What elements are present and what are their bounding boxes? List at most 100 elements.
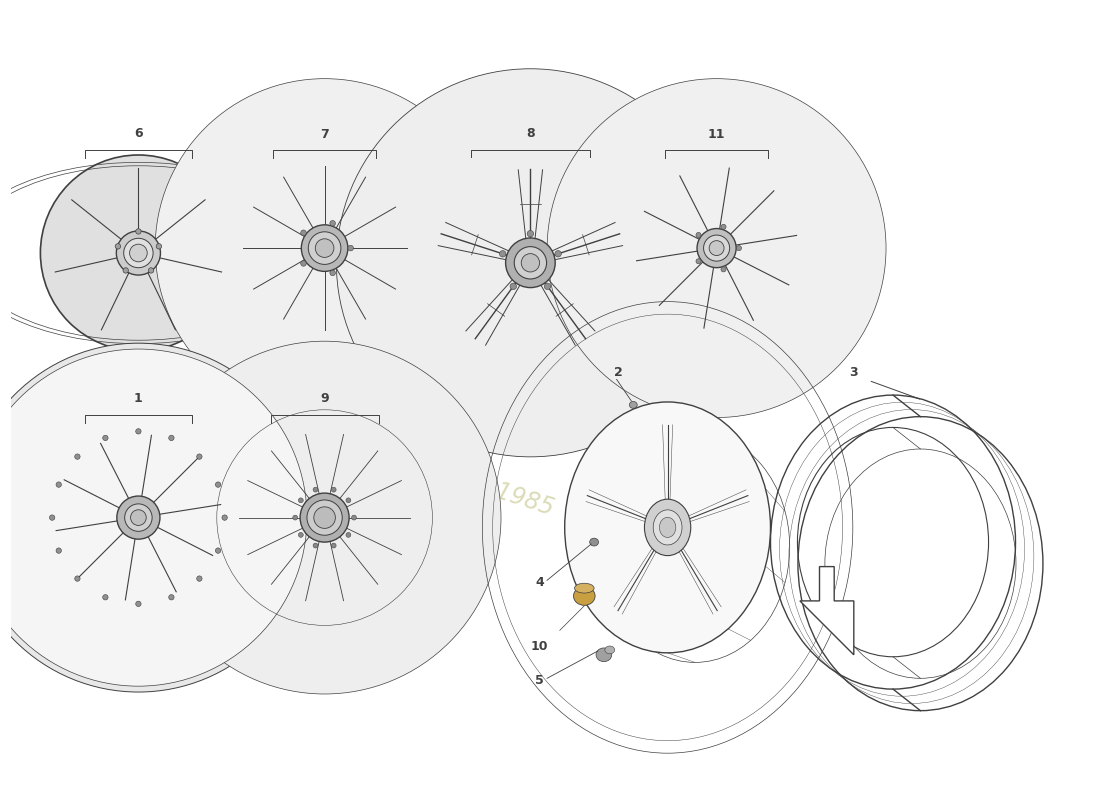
- Polygon shape: [466, 278, 521, 345]
- Text: a passion for parts since 1985: a passion for parts since 1985: [210, 387, 557, 521]
- Ellipse shape: [148, 268, 154, 273]
- Ellipse shape: [301, 225, 348, 271]
- Ellipse shape: [168, 594, 174, 600]
- Polygon shape: [343, 478, 403, 510]
- Ellipse shape: [696, 258, 701, 264]
- Ellipse shape: [659, 518, 675, 538]
- Text: eluspars: eluspars: [227, 274, 618, 467]
- Polygon shape: [800, 566, 854, 654]
- Ellipse shape: [56, 482, 62, 487]
- Ellipse shape: [148, 341, 500, 694]
- Text: 11: 11: [708, 127, 725, 141]
- Text: 9: 9: [320, 392, 329, 405]
- Text: 2: 2: [614, 366, 623, 378]
- Ellipse shape: [216, 482, 221, 487]
- Polygon shape: [156, 526, 214, 560]
- Ellipse shape: [0, 343, 312, 692]
- Text: 4: 4: [536, 576, 544, 589]
- Polygon shape: [280, 175, 316, 231]
- Ellipse shape: [41, 155, 236, 351]
- Ellipse shape: [348, 246, 353, 251]
- Text: 8: 8: [526, 127, 535, 140]
- Ellipse shape: [720, 266, 726, 272]
- Ellipse shape: [544, 283, 551, 290]
- Text: 7: 7: [320, 127, 329, 141]
- Ellipse shape: [331, 487, 337, 492]
- Polygon shape: [656, 260, 705, 309]
- Ellipse shape: [645, 499, 691, 556]
- Ellipse shape: [345, 533, 351, 538]
- Polygon shape: [62, 475, 120, 510]
- Polygon shape: [67, 194, 125, 244]
- Ellipse shape: [514, 246, 547, 279]
- Text: 1: 1: [134, 392, 143, 405]
- Polygon shape: [733, 255, 791, 289]
- Ellipse shape: [308, 232, 341, 264]
- Ellipse shape: [629, 402, 637, 408]
- Polygon shape: [718, 167, 734, 230]
- Polygon shape: [54, 254, 120, 280]
- Ellipse shape: [75, 454, 80, 459]
- Ellipse shape: [102, 435, 108, 441]
- Ellipse shape: [653, 510, 682, 545]
- Ellipse shape: [527, 230, 534, 237]
- Polygon shape: [549, 222, 623, 260]
- Polygon shape: [146, 536, 180, 594]
- Polygon shape: [302, 538, 321, 602]
- Ellipse shape: [75, 576, 80, 582]
- Polygon shape: [700, 266, 715, 329]
- Ellipse shape: [330, 221, 336, 226]
- Ellipse shape: [123, 268, 129, 273]
- Ellipse shape: [696, 233, 701, 238]
- Polygon shape: [321, 269, 328, 330]
- Polygon shape: [328, 538, 346, 602]
- Polygon shape: [160, 500, 221, 516]
- Ellipse shape: [564, 402, 770, 653]
- Polygon shape: [438, 222, 512, 260]
- Polygon shape: [94, 269, 133, 333]
- Ellipse shape: [596, 648, 612, 662]
- Polygon shape: [642, 207, 701, 241]
- Ellipse shape: [506, 238, 556, 287]
- Polygon shape: [152, 194, 210, 244]
- Polygon shape: [328, 434, 346, 497]
- Polygon shape: [636, 250, 698, 266]
- Polygon shape: [342, 204, 397, 239]
- Polygon shape: [724, 264, 758, 322]
- Polygon shape: [252, 258, 308, 292]
- Polygon shape: [337, 449, 381, 502]
- Polygon shape: [342, 258, 397, 292]
- Polygon shape: [268, 449, 312, 502]
- Ellipse shape: [605, 646, 615, 654]
- Ellipse shape: [298, 533, 304, 538]
- Ellipse shape: [41, 419, 236, 616]
- Text: 3: 3: [849, 366, 858, 378]
- Polygon shape: [539, 278, 595, 345]
- Polygon shape: [345, 245, 407, 251]
- Ellipse shape: [231, 155, 418, 341]
- Ellipse shape: [352, 515, 356, 520]
- Polygon shape: [280, 265, 316, 321]
- Ellipse shape: [131, 510, 146, 526]
- Ellipse shape: [0, 349, 307, 686]
- Ellipse shape: [697, 229, 736, 268]
- Polygon shape: [156, 254, 223, 280]
- Ellipse shape: [547, 78, 886, 418]
- Polygon shape: [302, 434, 321, 497]
- Polygon shape: [337, 534, 381, 586]
- Ellipse shape: [156, 244, 162, 249]
- Ellipse shape: [330, 270, 336, 276]
- Ellipse shape: [574, 583, 594, 593]
- Polygon shape: [321, 166, 328, 228]
- Ellipse shape: [422, 155, 638, 370]
- Ellipse shape: [710, 241, 724, 255]
- Ellipse shape: [155, 78, 494, 418]
- Ellipse shape: [521, 254, 540, 272]
- Ellipse shape: [331, 543, 337, 548]
- Ellipse shape: [624, 155, 810, 341]
- Ellipse shape: [704, 235, 729, 261]
- Ellipse shape: [227, 419, 422, 616]
- Ellipse shape: [216, 548, 221, 554]
- Ellipse shape: [222, 515, 228, 520]
- Polygon shape: [343, 526, 403, 558]
